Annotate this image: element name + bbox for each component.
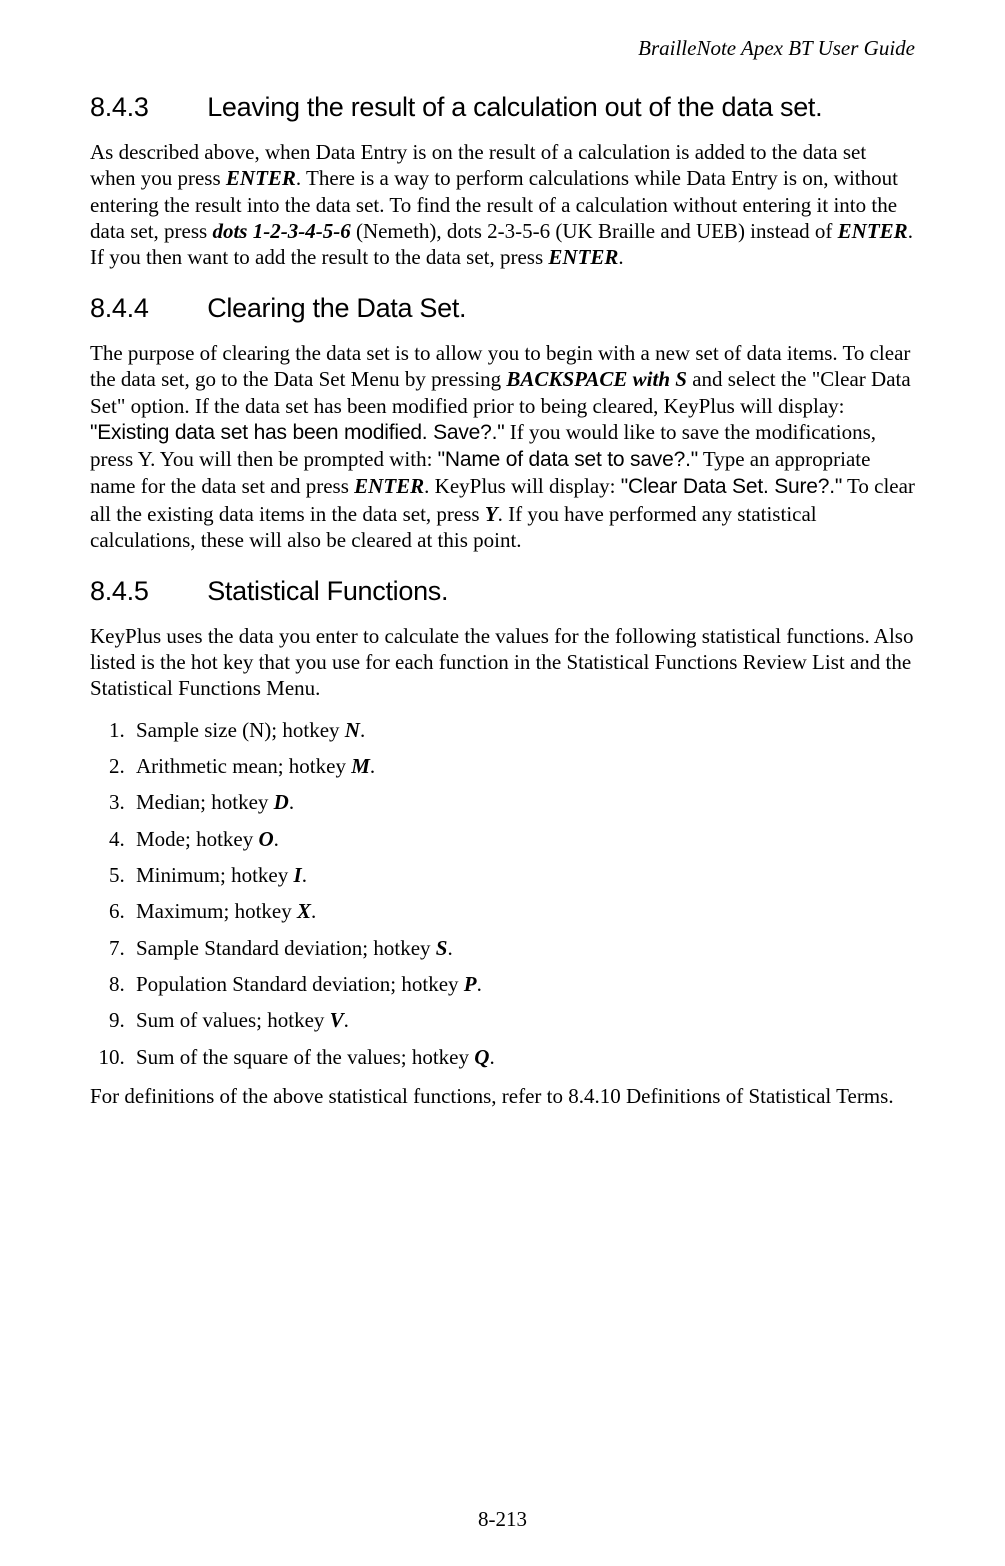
list-item: Minimum; hotkey I. bbox=[130, 861, 915, 889]
text-run: . bbox=[311, 899, 316, 923]
text-run: Maximum; hotkey bbox=[136, 899, 297, 923]
heading-8-4-5: 8.4.5 Statistical Functions. bbox=[90, 575, 915, 609]
hotkey: M bbox=[351, 754, 370, 778]
text-run: Minimum; hotkey bbox=[136, 863, 294, 887]
text-run: . bbox=[447, 936, 452, 960]
text-run: (Nemeth), dots 2-3-5-6 (UK Braille and U… bbox=[351, 219, 838, 243]
text-run: Mode; hotkey bbox=[136, 827, 258, 851]
paragraph: KeyPlus uses the data you enter to calcu… bbox=[90, 623, 915, 702]
display-message: "Existing data set has been modified. Sa… bbox=[90, 421, 505, 444]
running-header: BrailleNote Apex BT User Guide bbox=[90, 35, 915, 61]
text-run: Sum of values; hotkey bbox=[136, 1008, 330, 1032]
hotkey: V bbox=[330, 1008, 344, 1032]
list-item: Sample Standard deviation; hotkey S. bbox=[130, 934, 915, 962]
key-name: BACKSPACE with S bbox=[506, 367, 687, 391]
document-page: BrailleNote Apex BT User Guide 8.4.3 Lea… bbox=[0, 0, 1005, 1566]
text-run: . bbox=[489, 1045, 494, 1069]
heading-number: 8.4.5 bbox=[90, 575, 200, 609]
list-item: Maximum; hotkey X. bbox=[130, 897, 915, 925]
text-run: . bbox=[274, 827, 279, 851]
hotkey: Q bbox=[474, 1045, 489, 1069]
text-run: Sum of the square of the values; hotkey bbox=[136, 1045, 474, 1069]
text-run: Population Standard deviation; hotkey bbox=[136, 972, 464, 996]
heading-8-4-3: 8.4.3 Leaving the result of a calculatio… bbox=[90, 91, 915, 125]
text-run: . bbox=[360, 718, 365, 742]
paragraph: The purpose of clearing the data set is … bbox=[90, 340, 915, 553]
list-item: Population Standard deviation; hotkey P. bbox=[130, 970, 915, 998]
heading-number: 8.4.3 bbox=[90, 91, 200, 125]
list-item: Sum of values; hotkey V. bbox=[130, 1006, 915, 1034]
statistical-functions-list: Sample size (N); hotkey N. Arithmetic me… bbox=[90, 716, 915, 1071]
hotkey: P bbox=[464, 972, 477, 996]
text-run: . KeyPlus will display: bbox=[424, 474, 621, 498]
paragraph: As described above, when Data Entry is o… bbox=[90, 139, 915, 270]
heading-title: Clearing the Data Set. bbox=[207, 293, 466, 323]
hotkey: S bbox=[436, 936, 448, 960]
list-item: Mode; hotkey O. bbox=[130, 825, 915, 853]
hotkey: N bbox=[345, 718, 360, 742]
heading-title: Statistical Functions. bbox=[207, 576, 448, 606]
key-name: ENTER bbox=[226, 166, 296, 190]
heading-title: Leaving the result of a calculation out … bbox=[207, 92, 822, 122]
list-item: Arithmetic mean; hotkey M. bbox=[130, 752, 915, 780]
key-name: ENTER bbox=[548, 245, 618, 269]
heading-number: 8.4.4 bbox=[90, 292, 200, 326]
text-run: . bbox=[370, 754, 375, 778]
text-run: Sample Standard deviation; hotkey bbox=[136, 936, 436, 960]
paragraph: For definitions of the above statistical… bbox=[90, 1083, 915, 1109]
page-number: 8-213 bbox=[0, 1506, 1005, 1532]
text-run: Sample size (N); hotkey bbox=[136, 718, 345, 742]
list-item: Sample size (N); hotkey N. bbox=[130, 716, 915, 744]
key-name: dots 1-2-3-4-5-6 bbox=[212, 219, 350, 243]
hotkey: X bbox=[297, 899, 311, 923]
key-name: Y bbox=[485, 502, 498, 526]
key-name: ENTER bbox=[354, 474, 424, 498]
heading-8-4-4: 8.4.4 Clearing the Data Set. bbox=[90, 292, 915, 326]
text-run: Arithmetic mean; hotkey bbox=[136, 754, 351, 778]
text-run: . bbox=[477, 972, 482, 996]
text-run: . bbox=[618, 245, 623, 269]
key-name: ENTER bbox=[838, 219, 908, 243]
list-item: Sum of the square of the values; hotkey … bbox=[130, 1043, 915, 1071]
hotkey: D bbox=[274, 790, 289, 814]
text-run: . bbox=[344, 1008, 349, 1032]
text-run: Median; hotkey bbox=[136, 790, 274, 814]
hotkey: I bbox=[294, 863, 302, 887]
display-message: "Name of data set to save?." bbox=[438, 448, 698, 471]
display-message: "Clear Data Set. Sure?." bbox=[621, 475, 842, 498]
text-run: . bbox=[302, 863, 307, 887]
hotkey: O bbox=[258, 827, 273, 851]
list-item: Median; hotkey D. bbox=[130, 788, 915, 816]
text-run: . bbox=[289, 790, 294, 814]
